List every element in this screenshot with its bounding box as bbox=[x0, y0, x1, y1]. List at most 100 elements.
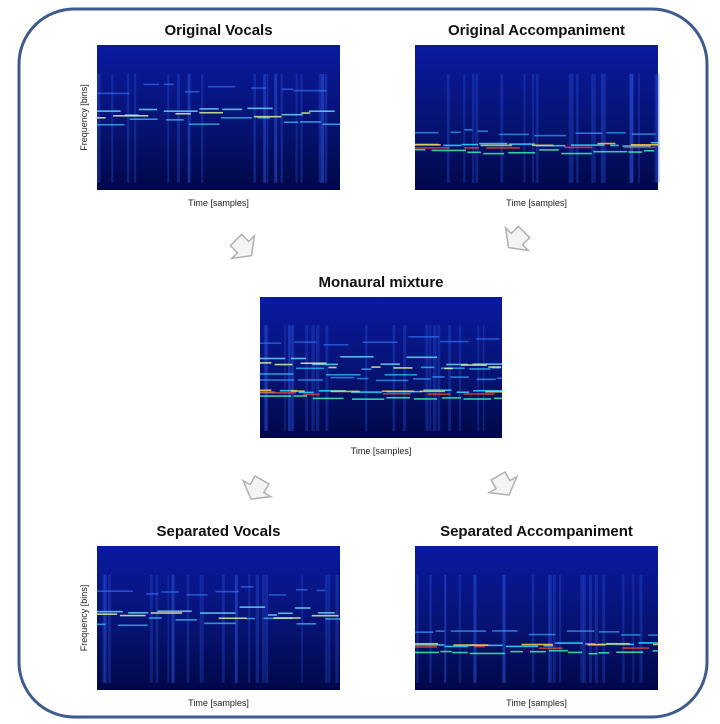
harmonic bbox=[469, 368, 490, 370]
onset bbox=[475, 74, 478, 183]
harmonic bbox=[555, 642, 583, 644]
harmonic bbox=[222, 109, 242, 111]
harmonic bbox=[260, 389, 271, 391]
harmonic bbox=[442, 397, 461, 399]
harmonic bbox=[260, 395, 291, 397]
onset bbox=[583, 575, 586, 683]
harmonic bbox=[329, 367, 337, 369]
harmonic bbox=[509, 143, 535, 145]
onset bbox=[631, 74, 634, 183]
onset bbox=[262, 575, 265, 683]
onset bbox=[429, 575, 432, 683]
harmonic bbox=[428, 393, 451, 395]
x-axis-label: Time [samples] bbox=[506, 198, 567, 208]
harmonic bbox=[187, 594, 208, 596]
harmonic bbox=[371, 366, 380, 368]
harmonic bbox=[415, 646, 437, 648]
harmonic bbox=[216, 591, 239, 593]
harmonic bbox=[653, 644, 658, 646]
harmonic bbox=[161, 591, 179, 593]
harmonic bbox=[406, 356, 437, 358]
panel-title: Original Vocals bbox=[164, 22, 272, 39]
harmonic bbox=[476, 379, 495, 381]
harmonic bbox=[463, 398, 491, 400]
harmonic bbox=[326, 374, 361, 376]
onset bbox=[150, 575, 153, 683]
harmonic bbox=[479, 143, 507, 145]
harmonic bbox=[483, 153, 504, 155]
harmonic bbox=[534, 135, 566, 137]
onset bbox=[472, 74, 474, 183]
harmonic bbox=[323, 344, 348, 346]
harmonic bbox=[260, 342, 281, 344]
harmonic bbox=[413, 378, 431, 380]
harmonic bbox=[444, 368, 452, 370]
spectrogram bbox=[97, 45, 340, 190]
harmonic bbox=[296, 368, 324, 370]
onset bbox=[473, 575, 476, 683]
onset bbox=[569, 74, 572, 183]
harmonic bbox=[269, 594, 286, 596]
onset bbox=[311, 325, 314, 431]
harmonic bbox=[254, 116, 282, 118]
onset bbox=[403, 325, 406, 431]
onset bbox=[602, 74, 605, 183]
harmonic bbox=[450, 376, 469, 378]
harmonic bbox=[539, 149, 559, 151]
harmonic bbox=[623, 647, 650, 649]
onset bbox=[559, 575, 561, 683]
harmonic bbox=[488, 366, 501, 368]
onset bbox=[622, 575, 624, 683]
harmonic bbox=[294, 395, 307, 397]
harmonic bbox=[128, 612, 148, 614]
onset bbox=[632, 575, 634, 683]
harmonic bbox=[393, 367, 412, 369]
onset bbox=[291, 325, 293, 431]
harmonic bbox=[291, 390, 305, 392]
harmonic bbox=[219, 617, 247, 619]
harmonic bbox=[97, 117, 106, 119]
harmonic bbox=[467, 152, 481, 154]
harmonic bbox=[282, 114, 303, 116]
harmonic bbox=[284, 121, 298, 123]
harmonic bbox=[415, 147, 450, 149]
harmonic bbox=[497, 377, 502, 379]
harmonic bbox=[297, 623, 316, 625]
harmonic bbox=[149, 617, 162, 619]
harmonic bbox=[386, 397, 410, 399]
harmonic bbox=[476, 338, 499, 340]
harmonic bbox=[303, 394, 320, 396]
onset bbox=[483, 325, 485, 431]
harmonic bbox=[457, 391, 470, 393]
onset bbox=[591, 74, 593, 183]
harmonic bbox=[606, 132, 625, 134]
harmonic bbox=[567, 630, 594, 632]
onset bbox=[263, 74, 265, 183]
onset bbox=[589, 575, 592, 683]
harmonic bbox=[97, 93, 130, 95]
harmonic bbox=[549, 650, 568, 652]
onset bbox=[171, 575, 174, 683]
onset bbox=[256, 575, 259, 683]
harmonic bbox=[522, 644, 553, 646]
harmonic bbox=[357, 378, 368, 380]
harmonic bbox=[529, 634, 556, 636]
harmonic bbox=[208, 86, 235, 88]
harmonic bbox=[278, 612, 293, 614]
harmonic bbox=[461, 364, 487, 366]
x-axis-label: Time [samples] bbox=[188, 198, 249, 208]
onset bbox=[553, 575, 556, 683]
harmonic bbox=[576, 132, 603, 134]
diagram: Original VocalsTime [samples]Frequency [… bbox=[0, 0, 720, 724]
harmonic bbox=[97, 611, 123, 613]
harmonic bbox=[606, 643, 630, 645]
onset bbox=[447, 74, 450, 183]
harmonic bbox=[146, 593, 158, 595]
harmonic bbox=[221, 117, 252, 119]
onset bbox=[201, 74, 203, 183]
harmonic bbox=[323, 123, 340, 125]
harmonic bbox=[432, 376, 444, 378]
harmonic bbox=[653, 650, 658, 652]
onset bbox=[639, 575, 642, 683]
harmonic bbox=[113, 115, 148, 117]
